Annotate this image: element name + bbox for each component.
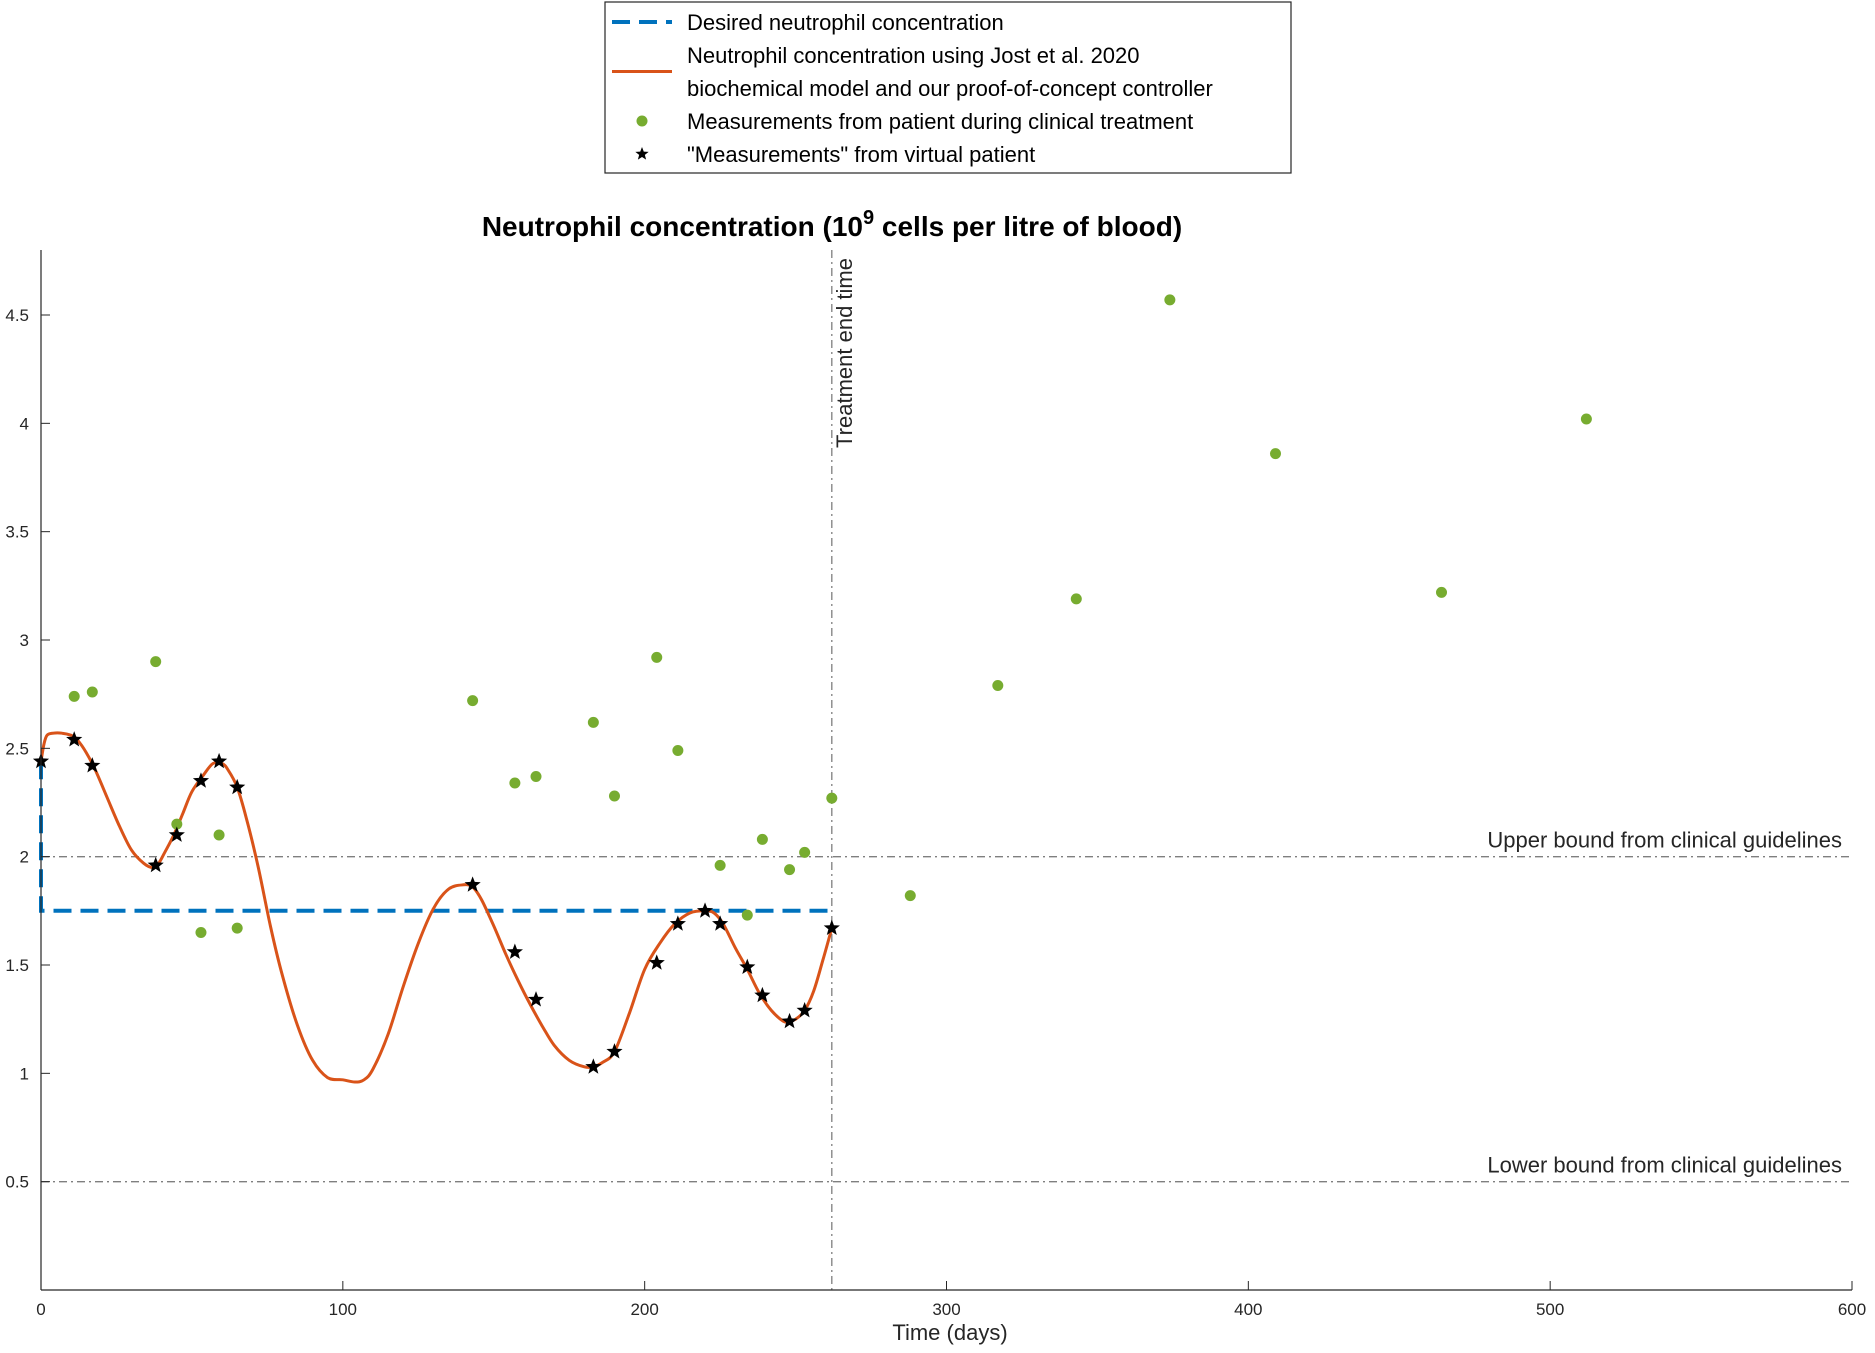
clinical-measurement-point	[587, 716, 599, 728]
clinical-measurement-point	[784, 864, 796, 876]
x-tick-label: 300	[932, 1300, 960, 1319]
clinical-measurement-point	[672, 745, 684, 756]
clinical-measurement-point	[608, 790, 620, 802]
clinical-measurement-point	[530, 771, 542, 782]
chart-title-superscript: 9	[863, 207, 874, 229]
clinical-measurement-point	[1164, 294, 1176, 306]
y-tick-label: 4.5	[5, 306, 29, 325]
upper-bound-label: Upper bound from clinical guidelines	[1487, 828, 1842, 853]
virtual-measurement-star	[648, 954, 665, 970]
virtual-measurement-star	[464, 876, 481, 892]
virtual-measurement-star	[527, 991, 545, 1007]
clinical-measurement-point	[86, 686, 98, 698]
treatment-end-label: Treatment end time	[832, 258, 857, 448]
clinical-measurement-point	[714, 859, 726, 871]
clinical-measurement-point	[756, 833, 768, 845]
y-tick-label: 1.5	[5, 956, 29, 975]
virtual-measurement-star	[168, 826, 185, 842]
clinical-measurement-point	[1580, 413, 1592, 425]
clinical-measurement-point	[1269, 448, 1281, 460]
lower-bound-label: Lower bound from clinical guidelines	[1487, 1153, 1842, 1178]
virtual-measurement-star	[147, 856, 164, 873]
plot-area: Upper bound from clinical guidelines Lowe…	[5, 250, 1866, 1319]
clinical-measurement-point	[195, 927, 207, 938]
x-tick-label: 600	[1838, 1300, 1866, 1319]
clinical-measurement-point	[150, 656, 162, 668]
legend-label-model: Neutrophil concentration using Jost et a…	[687, 43, 1140, 68]
legend-label-clinical: Measurements from patient during clinica…	[687, 109, 1193, 134]
virtual-measurement-star	[781, 1012, 798, 1029]
virtual-measurement-star	[66, 731, 83, 747]
y-tick-label: 4	[20, 414, 29, 433]
virtual-measurement-star	[754, 986, 771, 1003]
virtual-measurement-star	[823, 919, 840, 936]
clinical-measurement-point	[741, 909, 753, 921]
x-tick-label: 200	[630, 1300, 658, 1319]
series-clinical	[68, 294, 1592, 938]
virtual-measurement-star	[211, 752, 228, 769]
clinical-measurement-point	[799, 846, 811, 858]
virtual-measurement-star	[712, 915, 729, 931]
chart-title: Neutrophil concentration (109 cells per …	[482, 207, 1182, 242]
y-tick-label: 3.5	[5, 523, 29, 542]
x-tick-label: 100	[329, 1300, 357, 1319]
legend: Desired neutrophil concentration Neutroph…	[604, 1, 1292, 174]
legend-box	[604, 1, 1292, 174]
legend-label-desired: Desired neutrophil concentration	[687, 10, 1004, 35]
legend-virtual-symbol	[635, 147, 649, 160]
clinical-measurement-point	[1070, 593, 1082, 605]
series-model	[39, 731, 834, 1084]
x-tick-label: 500	[1536, 1300, 1564, 1319]
clinical-measurement-point	[467, 695, 479, 707]
virtual-measurement-star	[606, 1043, 623, 1059]
clinical-measurement-point	[992, 680, 1004, 691]
axes: 0 100 200 300 400 500 600 0.5 1 1.5 2 2.5 3 3.5 4 4.5	[5, 250, 1866, 1319]
virtual-measurement-star	[669, 915, 686, 931]
clinical-measurement-point	[509, 777, 521, 789]
virtual-measurement-star	[739, 958, 756, 975]
clinical-measurement-point	[231, 922, 243, 934]
virtual-measurement-star	[585, 1058, 602, 1074]
chart-title-prefix: Neutrophil concentration (10	[482, 211, 863, 242]
x-tick-label: 0	[36, 1300, 45, 1319]
virtual-measurement-star	[796, 1002, 813, 1018]
model-concentration-line	[39, 731, 834, 1084]
clinical-measurement-point	[213, 829, 225, 841]
y-tick-label: 0.5	[5, 1173, 29, 1192]
legend-label-model: biochemical model and our proof-of-conce…	[687, 76, 1213, 101]
clinical-measurement-point	[904, 890, 916, 902]
virtual-measurement-star	[192, 772, 210, 788]
virtual-measurement-star	[696, 902, 714, 918]
legend-label-virtual: "Measurements" from virtual patient	[687, 142, 1035, 167]
reference-lines: Upper bound from clinical guidelines Lowe…	[41, 250, 1852, 1290]
y-tick-label: 2.5	[5, 739, 29, 758]
virtual-measurement-star	[506, 943, 523, 959]
y-tick-label: 2	[20, 848, 29, 867]
legend-clinical-symbol	[636, 115, 648, 127]
clinical-measurement-point	[68, 690, 80, 702]
chart-title-suffix: cells per litre of blood)	[874, 211, 1182, 242]
clinical-measurement-point	[171, 818, 183, 830]
clinical-measurement-point	[1436, 586, 1448, 598]
x-tick-label: 400	[1234, 1300, 1262, 1319]
clinical-measurement-point	[826, 792, 838, 804]
virtual-measurement-star	[229, 778, 246, 795]
y-tick-label: 1	[20, 1064, 29, 1083]
clinical-measurement-point	[651, 651, 663, 663]
y-tick-label: 3	[20, 631, 29, 650]
x-axis-label: Time (days)	[892, 1320, 1007, 1345]
virtual-measurement-star	[84, 757, 101, 773]
